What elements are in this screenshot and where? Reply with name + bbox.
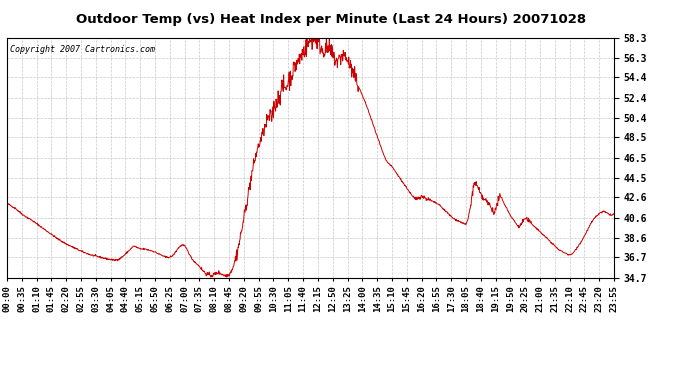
- Text: Outdoor Temp (vs) Heat Index per Minute (Last 24 Hours) 20071028: Outdoor Temp (vs) Heat Index per Minute …: [76, 13, 586, 26]
- Text: Copyright 2007 Cartronics.com: Copyright 2007 Cartronics.com: [10, 45, 155, 54]
